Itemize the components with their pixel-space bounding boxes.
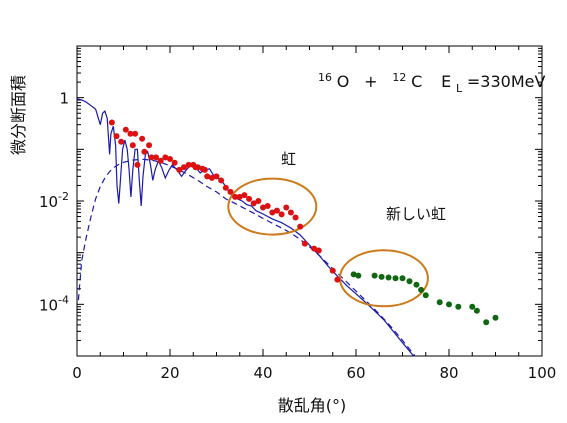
green-data-point — [455, 303, 462, 310]
energy-subscript: L — [456, 82, 463, 95]
iso1-symbol: O — [337, 72, 350, 91]
red-data-point — [208, 174, 215, 181]
energy-value: =330MeV — [467, 72, 546, 91]
red-data-point — [297, 223, 304, 230]
red-data-point — [315, 247, 322, 254]
green-data-point — [483, 319, 490, 326]
red-data-point — [311, 245, 318, 252]
red-data-point — [122, 126, 129, 133]
tick-labels: 0 20 40 60 80 100 1 10-2 10-4 — [39, 90, 556, 382]
green-data-point — [492, 314, 499, 321]
red-data-point — [139, 135, 146, 142]
red-data-point — [236, 193, 243, 200]
green-data-point — [446, 301, 452, 308]
axis-ticks — [76, 46, 543, 357]
red-data-point — [176, 166, 183, 173]
red-data-point — [287, 209, 294, 216]
green-data-point — [392, 275, 399, 282]
green-data-point — [355, 272, 362, 279]
red-data-point — [222, 184, 229, 191]
red-data-point — [171, 159, 178, 166]
red-data-point — [167, 155, 173, 162]
x-tick-label: 20 — [160, 364, 179, 382]
red-data-point — [264, 203, 271, 210]
red-data-point — [180, 164, 187, 171]
red-data-point — [108, 119, 115, 126]
red-data-point — [329, 267, 336, 274]
x-tick-label: 100 — [528, 364, 557, 382]
green-data-point — [350, 271, 357, 278]
red-data-point — [162, 154, 169, 161]
highlight-ellipses — [227, 177, 429, 308]
svg-text:16 O + 12: 16 O + 12 C E L =330MeV — [318, 67, 545, 96]
green-data-point — [378, 273, 385, 280]
green-data-point — [418, 286, 425, 293]
iso2-mass: 12 — [392, 71, 406, 84]
red-data-point — [201, 166, 208, 173]
x-axis-title: 散乱角(°) — [278, 396, 347, 415]
y-axis-title: 微分断面積 — [9, 75, 28, 155]
red-data-point — [132, 130, 139, 137]
red-data-point — [227, 188, 234, 195]
solid-model-curve — [77, 98, 415, 356]
red-data-point — [153, 154, 160, 161]
red-data-point — [157, 157, 164, 164]
red-data-point — [141, 148, 148, 155]
red-data-point — [232, 193, 239, 200]
red-data-point — [301, 240, 308, 247]
green-data-point — [436, 299, 443, 306]
y-tick-label: 1 — [59, 90, 69, 108]
green-data-point — [371, 272, 378, 279]
dashed-model-curve — [77, 158, 416, 356]
red-data-point — [129, 142, 136, 149]
red-data-point — [213, 173, 220, 180]
red-data-point — [148, 154, 155, 161]
red-data-point — [241, 192, 248, 199]
plus-sign: + — [364, 72, 377, 91]
red-data-point — [194, 164, 201, 171]
red-data-point — [250, 200, 257, 207]
red-data-point — [278, 211, 285, 218]
x-tick-label: 0 — [72, 364, 82, 382]
green-data-point — [422, 292, 429, 299]
green-data-point — [413, 281, 420, 288]
energy-label: E — [441, 72, 451, 91]
rainbow-ellipse — [227, 177, 318, 236]
red-data-point — [283, 204, 290, 211]
x-tick-label: 40 — [253, 364, 272, 382]
reaction-legend: 16 O + 12 C E L =330MeV — [318, 67, 545, 96]
red-data-point — [246, 195, 253, 202]
y-tick-label: 10-2 — [39, 190, 69, 211]
new-rainbow-label: 新しい虹 — [386, 205, 446, 223]
green-data-point — [469, 303, 476, 310]
red-data-point — [218, 177, 225, 184]
red-data-point — [204, 173, 211, 180]
iso1-mass: 16 — [318, 71, 332, 84]
red-data-point — [134, 161, 141, 168]
red-data-point — [260, 204, 266, 211]
green-data-point — [473, 307, 480, 314]
red-data-point — [113, 133, 120, 140]
model-curves — [77, 98, 416, 356]
red-data-point — [273, 207, 280, 214]
green-data-point — [385, 274, 392, 281]
data-points — [108, 119, 499, 326]
red-data-point — [269, 209, 276, 216]
green-data-point — [406, 278, 413, 285]
red-data-point — [146, 142, 153, 149]
red-data-point — [185, 161, 192, 168]
x-tick-label: 60 — [346, 364, 365, 382]
red-data-point — [118, 138, 125, 145]
rainbow-label: 虹 — [281, 150, 296, 168]
red-data-point — [127, 130, 134, 137]
red-data-point — [255, 198, 262, 204]
green-data-point — [399, 275, 406, 282]
red-data-point — [334, 276, 341, 283]
x-tick-label: 80 — [439, 364, 458, 382]
red-data-point — [292, 214, 299, 221]
iso2-symbol: C — [411, 72, 422, 91]
y-tick-label: 10-4 — [39, 293, 69, 314]
